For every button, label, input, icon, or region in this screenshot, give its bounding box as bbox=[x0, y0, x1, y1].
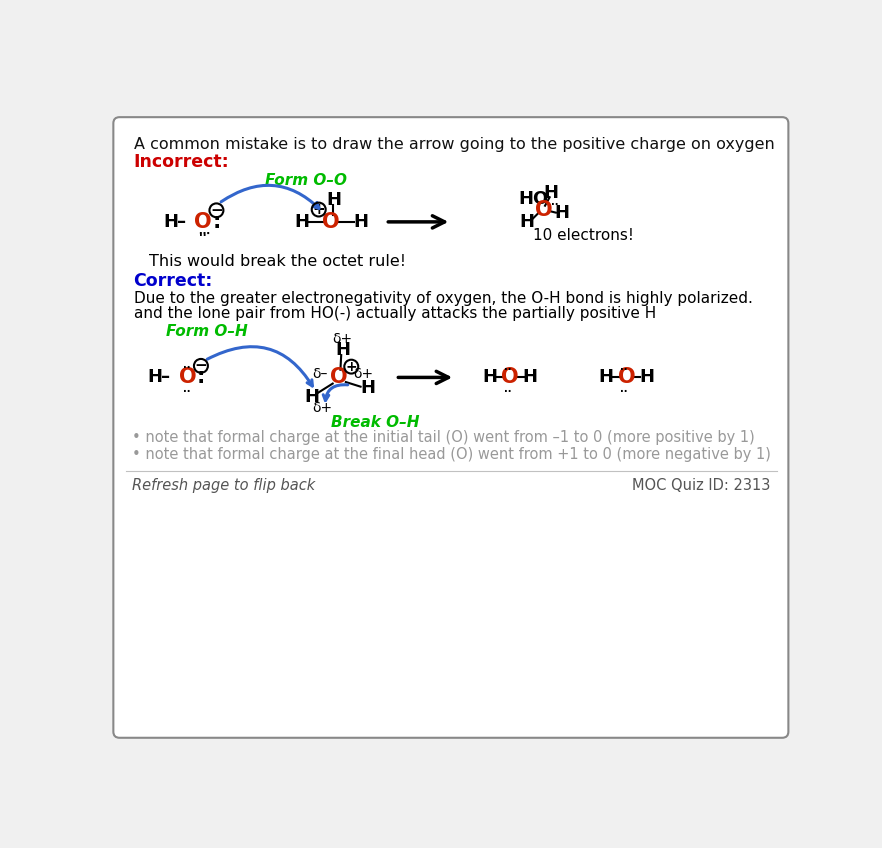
Text: • note that formal charge at the final head (O) went from +1 to 0 (more negative: • note that formal charge at the final h… bbox=[132, 447, 771, 462]
Text: H: H bbox=[519, 213, 534, 231]
Text: H: H bbox=[335, 342, 350, 360]
Text: H: H bbox=[326, 192, 341, 209]
Text: ..: .. bbox=[198, 228, 206, 238]
Text: and the lone pair from HO(-) actually attacks the partially positive H: and the lone pair from HO(-) actually at… bbox=[133, 306, 655, 321]
Text: Due to the greater electronegativity of oxygen, the O-H bond is highly polarized: Due to the greater electronegativity of … bbox=[133, 292, 752, 306]
Text: H: H bbox=[163, 213, 178, 231]
Text: HO: HO bbox=[519, 190, 549, 208]
Text: H: H bbox=[482, 368, 497, 387]
Text: O: O bbox=[617, 367, 635, 388]
Text: Incorrect:: Incorrect: bbox=[133, 153, 229, 170]
Text: H: H bbox=[361, 379, 376, 397]
Text: H: H bbox=[523, 368, 538, 387]
Text: +: + bbox=[312, 202, 325, 217]
Text: Correct:: Correct: bbox=[133, 272, 213, 290]
Text: H: H bbox=[543, 184, 558, 202]
Text: 10 electrons!: 10 electrons! bbox=[533, 228, 633, 243]
Text: –: – bbox=[161, 368, 170, 387]
Text: Form O–H: Form O–H bbox=[166, 324, 248, 338]
Text: H: H bbox=[147, 368, 162, 387]
Text: H: H bbox=[639, 368, 654, 387]
Text: H: H bbox=[295, 213, 310, 231]
Text: :: : bbox=[213, 212, 220, 232]
Text: O: O bbox=[330, 367, 348, 388]
Text: MOC Quiz ID: 2313: MOC Quiz ID: 2313 bbox=[632, 477, 771, 493]
Text: ..: .. bbox=[620, 384, 628, 394]
Text: +: + bbox=[346, 360, 357, 374]
Text: Refresh page to flip back: Refresh page to flip back bbox=[132, 477, 315, 493]
Text: O: O bbox=[194, 212, 212, 232]
Text: ..: .. bbox=[183, 384, 191, 394]
Text: O: O bbox=[322, 212, 340, 232]
Text: δ+: δ+ bbox=[333, 332, 353, 346]
Text: Break O–H: Break O–H bbox=[331, 415, 420, 430]
Text: ..: .. bbox=[183, 360, 191, 370]
Text: δ+: δ+ bbox=[311, 401, 332, 416]
Text: This would break the octet rule!: This would break the octet rule! bbox=[149, 254, 406, 270]
FancyBboxPatch shape bbox=[114, 117, 789, 738]
Text: −: − bbox=[210, 203, 223, 218]
Text: ..: .. bbox=[505, 384, 512, 394]
Text: O: O bbox=[534, 199, 552, 220]
Text: Form O–O: Form O–O bbox=[265, 173, 348, 187]
Text: H: H bbox=[304, 388, 319, 405]
Text: H: H bbox=[555, 204, 570, 221]
Text: H: H bbox=[599, 368, 614, 387]
Text: A common mistake is to draw the arrow going to the positive charge on oxygen: A common mistake is to draw the arrow go… bbox=[133, 137, 774, 153]
Text: ⋯: ⋯ bbox=[198, 229, 209, 239]
Text: δ+: δ+ bbox=[354, 366, 374, 381]
Text: • note that formal charge at the initial tail (O) went from –1 to 0 (more positi: • note that formal charge at the initial… bbox=[132, 430, 755, 445]
Text: −: − bbox=[195, 359, 207, 373]
Text: O: O bbox=[501, 367, 519, 388]
Text: H: H bbox=[353, 213, 368, 231]
Text: O: O bbox=[179, 367, 197, 388]
Text: –: – bbox=[177, 213, 186, 231]
Text: δ–: δ– bbox=[312, 366, 328, 381]
Text: ..: .. bbox=[550, 197, 558, 207]
Text: ..: .. bbox=[505, 361, 512, 371]
Text: :: : bbox=[197, 367, 206, 388]
Text: ..: .. bbox=[620, 361, 628, 371]
